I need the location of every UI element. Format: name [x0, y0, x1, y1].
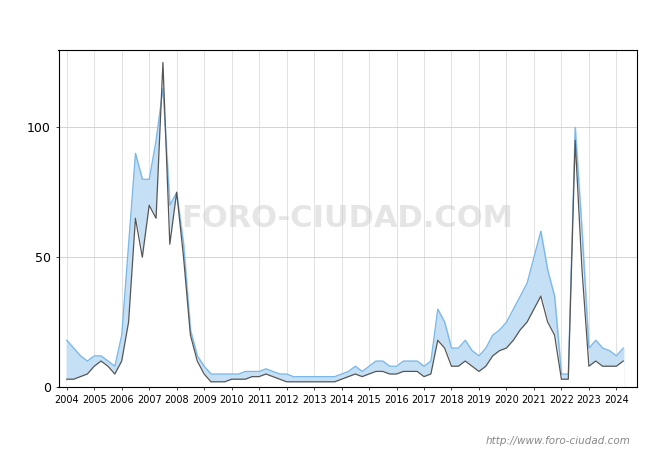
Text: Guillena - Evolucion del Nº de Transacciones Inmobiliarias: Guillena - Evolucion del Nº de Transacci… [92, 16, 558, 31]
Text: FORO-CIUDAD.COM: FORO-CIUDAD.COM [182, 204, 514, 233]
Text: http://www.foro-ciudad.com: http://www.foro-ciudad.com [486, 436, 630, 446]
